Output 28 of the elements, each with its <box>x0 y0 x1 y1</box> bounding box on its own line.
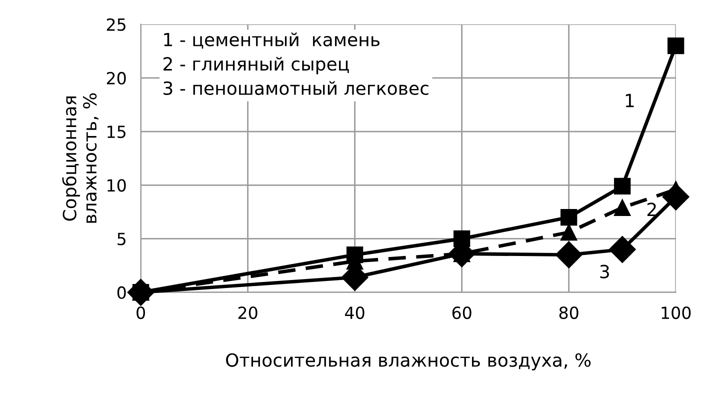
x-tick-label: 100 <box>662 306 691 320</box>
x-axis-title: Относительная влажность воздуха, % <box>226 353 591 370</box>
annotation: 3 - пеношамотный легковес <box>164 81 428 96</box>
x-tick-label: 20 <box>238 306 258 320</box>
point <box>608 236 636 263</box>
series-label: 3 <box>600 264 609 278</box>
point <box>668 37 684 54</box>
annotation: 2 - глиняный сырец <box>164 56 349 74</box>
series-label: 1 <box>626 94 634 108</box>
x-tick-label: 0 <box>136 306 145 320</box>
y-tick-label: 0 <box>117 286 126 299</box>
y-tick-label: 20 <box>106 72 126 85</box>
x-tick-label: 60 <box>452 306 472 320</box>
point <box>555 241 582 268</box>
x-tick-label: 80 <box>559 306 578 320</box>
point <box>560 208 578 226</box>
annotation: 1 - цементный камень <box>164 32 380 49</box>
y-tick-label: 15 <box>108 126 126 138</box>
y-axis-title: Сорбционная влажность, % <box>62 93 98 223</box>
point <box>453 230 470 248</box>
y-tick-label: 10 <box>108 179 126 192</box>
point <box>560 224 578 241</box>
point <box>614 178 631 195</box>
y-tick-label: 25 <box>106 18 126 31</box>
point <box>614 199 631 216</box>
series-label: 2 <box>647 202 656 216</box>
x-tick-label: 40 <box>345 306 364 320</box>
y-tick-label: 5 <box>118 232 126 246</box>
